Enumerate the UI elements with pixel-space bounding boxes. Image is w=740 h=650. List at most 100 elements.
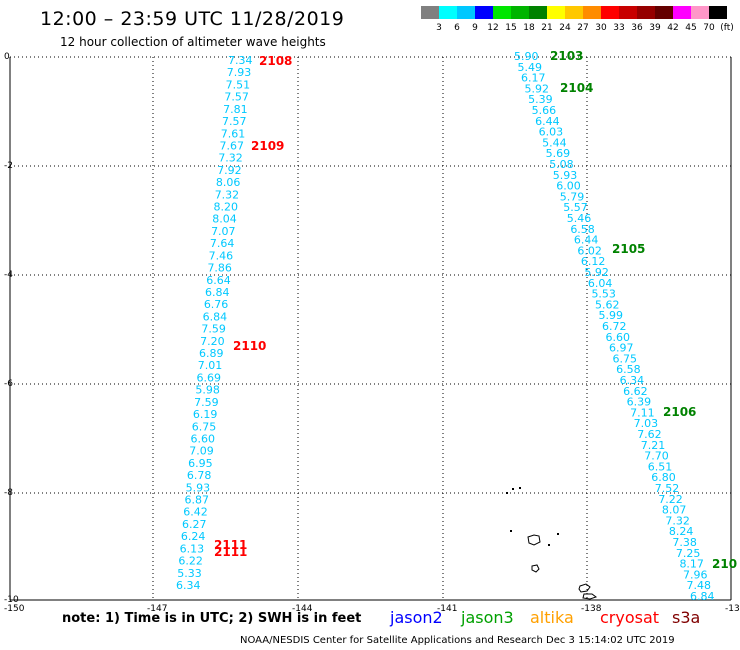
- color-swatch: [547, 6, 565, 19]
- satellite-name: jason2: [390, 608, 443, 627]
- wave-height-value: 7.21: [641, 439, 666, 452]
- lon-tick-label: -150: [4, 604, 25, 614]
- wave-height-value: 5.66: [532, 104, 557, 117]
- satellite-name: jason3: [461, 608, 514, 627]
- wave-height-value: 7.96: [683, 568, 708, 581]
- wave-height-value: 5.57: [563, 201, 588, 214]
- wave-height-value: 6.80: [651, 471, 676, 484]
- wave-height-value: 7.51: [226, 78, 251, 91]
- wave-height-value: 6.27: [182, 518, 207, 531]
- wave-height-value: 7.38: [672, 536, 697, 549]
- axis-tick-labels: -150 -147 -144 -141 -138 -13 0 -2 -4 -6 -8 -10: [4, 52, 740, 614]
- lon-tick-label: -138: [581, 604, 602, 614]
- wave-height-value: 6.34: [620, 374, 645, 387]
- credits-footer: NOAA/NESDIS Center for Satellite Applica…: [240, 635, 675, 646]
- color-swatch: [583, 6, 601, 19]
- wave-height-value: 6.84: [203, 310, 228, 323]
- pass-number-label: 2111: [214, 538, 247, 552]
- color-swatch: [511, 6, 529, 19]
- color-scale-label: 15: [505, 23, 517, 33]
- wave-height-value: 7.11: [630, 406, 655, 419]
- color-swatch: [637, 6, 655, 19]
- color-scale-label: 21: [541, 23, 553, 33]
- wave-height-value: 6.76: [204, 298, 229, 311]
- wave-height-value: 7.22: [658, 493, 683, 506]
- wave-height-value: 7.59: [201, 323, 226, 336]
- wave-height-value: 7.32: [665, 514, 690, 527]
- wave-height-value: 6.19: [193, 408, 218, 421]
- color-scale-label: 33: [613, 23, 625, 33]
- wave-height-value: 7.64: [210, 237, 235, 250]
- lon-tick-label: -147: [147, 604, 167, 614]
- wave-height-value: 5.44: [542, 136, 567, 149]
- wave-height-value: 7.57: [222, 115, 247, 128]
- wave-height-value: 6.39: [627, 396, 652, 409]
- island-outline: [527, 534, 541, 546]
- wave-height-value: 6.75: [192, 420, 217, 433]
- map-subtitle: 12 hour collection of altimeter wave hei…: [60, 35, 326, 49]
- wave-height-value: 7.62: [637, 428, 662, 441]
- lat-tick-label: 0: [4, 52, 10, 62]
- wave-height-value: 7.67: [220, 139, 245, 152]
- color-swatch: [457, 6, 475, 19]
- wave-height-value: 6.17: [521, 72, 546, 85]
- wave-height-value: 6.84: [205, 286, 230, 299]
- wave-height-value: 6.02: [577, 244, 602, 257]
- color-scale-label: 9: [472, 23, 478, 33]
- wave-height-value: 7.32: [215, 188, 240, 201]
- wave-height-value: 5.93: [553, 169, 578, 182]
- color-scale-label: 36: [631, 23, 643, 33]
- island-outline: [582, 593, 598, 600]
- lat-lon-grid: [9, 56, 732, 601]
- wave-height-value: 7.34: [228, 54, 253, 67]
- island-dot: [519, 487, 521, 489]
- wave-height-value: 7.86: [207, 262, 232, 275]
- wave-height-value: 6.75: [613, 352, 638, 365]
- wave-height-value: 6.51: [648, 460, 673, 473]
- wave-height-value: 8.17: [679, 558, 704, 571]
- wave-height-value: 7.70: [644, 450, 669, 463]
- color-swatch: [475, 6, 493, 19]
- wave-height-value: 7.52: [655, 482, 680, 495]
- lat-tick-label: -8: [4, 488, 13, 498]
- wave-height-value: 7.57: [224, 91, 249, 104]
- wave-height-value: 5.62: [595, 298, 620, 311]
- wave-height-value: 7.03: [634, 417, 659, 430]
- wave-height-value: 6.72: [602, 320, 627, 333]
- wave-height-value: 6.78: [187, 469, 212, 482]
- wave-height-value: 6.58: [570, 223, 595, 236]
- wave-height-value: 6.22: [178, 555, 203, 568]
- wave-height-value: 5.92: [584, 266, 609, 279]
- wave-track-west: 7.347.937.517.577.817.577.617.677.327.92…: [176, 54, 253, 592]
- lon-tick-label: -144: [292, 604, 313, 614]
- wave-height-value: 6.03: [539, 126, 564, 139]
- satellite-name: s3a: [672, 608, 701, 627]
- wave-height-value: 6.69: [197, 371, 222, 384]
- island-dot: [512, 488, 514, 490]
- pass-number-label: 2110: [233, 339, 266, 353]
- pass-number-label: 2111: [214, 545, 247, 559]
- wave-height-value: 8.04: [212, 213, 237, 226]
- lat-tick-label: -6: [4, 379, 13, 389]
- color-swatch: [601, 6, 619, 19]
- color-swatch: [673, 6, 691, 19]
- wave-height-value: 6.95: [188, 457, 213, 470]
- pass-number-label: 2109: [251, 139, 284, 153]
- wave-height-value: 7.25: [676, 547, 701, 560]
- wave-height-value: 6.60: [606, 331, 631, 344]
- color-swatch: [565, 6, 583, 19]
- wave-height-value: 8.24: [669, 525, 694, 538]
- wave-height-value: 5.53: [591, 288, 616, 301]
- color-scale-label: 24: [559, 23, 571, 33]
- color-scale-label: 39: [649, 23, 661, 33]
- wave-height-value: 8.07: [662, 504, 687, 517]
- wave-height-value: 7.07: [211, 225, 236, 238]
- wave-height-value: 7.48: [686, 579, 711, 592]
- pass-number-label: 2106: [663, 405, 696, 419]
- pass-number-label: 210: [712, 557, 737, 571]
- pass-number-label: 2105: [612, 242, 645, 256]
- color-swatch: [529, 6, 547, 19]
- island-dot: [548, 544, 550, 546]
